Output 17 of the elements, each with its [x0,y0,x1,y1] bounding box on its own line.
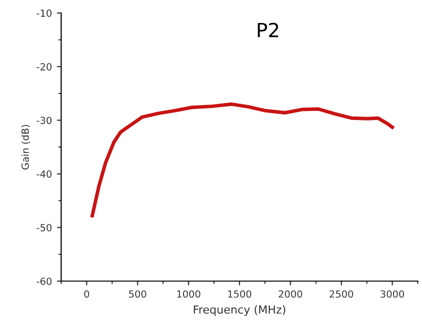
x-tick-label: 500 [129,290,146,298]
x-tick-label: 1000 [177,290,200,298]
y-tick-label: -40 [36,170,52,178]
line-series [90,102,394,218]
y-tick-label: -10 [36,9,52,17]
y-tick-label: -60 [36,278,52,285]
x-tick-label: 3000 [380,290,404,298]
chart-title: P2 [258,22,278,38]
y-tick-label: -50 [36,224,52,232]
y-axis-title: Gain (dB) [21,124,30,170]
x-tick-label: 2000 [278,290,302,298]
x-axis-title: Frequency (MHz) [194,305,286,316]
x-tick-label: 2500 [330,290,354,298]
y-tick-label: -30 [36,116,52,124]
x-tick-label: 1500 [228,290,252,298]
x-tick-label: 0 [84,290,90,298]
y-tick-label: -20 [36,63,52,70]
